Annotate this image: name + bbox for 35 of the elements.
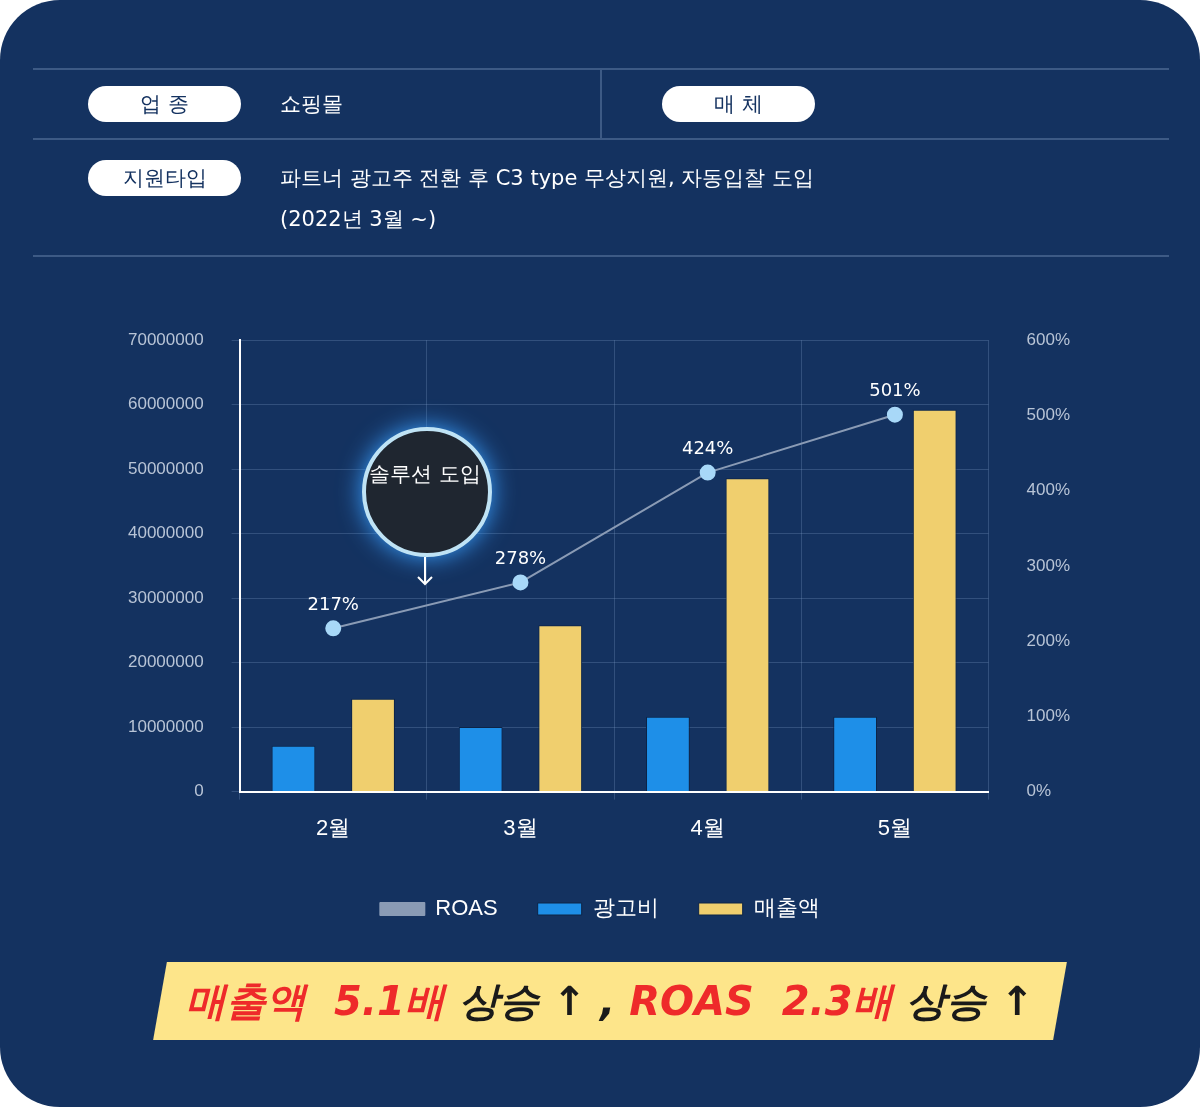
data-label: 424% [681, 437, 734, 459]
y-tick-label: 60000000 [128, 394, 204, 414]
x-tick-label: 2월 [316, 814, 351, 840]
text: 쇼핑몰 [280, 91, 343, 118]
y-tick-label: 50000000 [128, 458, 204, 478]
y2-tick-label: 0% [1026, 781, 1052, 801]
y-tick-label: 20000000 [128, 652, 204, 672]
y2-tick-label: 100% [1026, 706, 1070, 726]
text: 파트너 광고주 전환 후 C3 type 무상지원, 자동입찰 도입 [280, 165, 815, 192]
text: 상승 ↑ [906, 978, 1034, 1024]
y-tick-label: 10000000 [128, 716, 204, 736]
data-label: 217% [307, 593, 359, 615]
text: 지원타입 [88, 160, 241, 196]
legend-label: 매출액 [753, 895, 820, 921]
data-label: 501% [869, 379, 921, 401]
legend-label: 광고비 [592, 895, 659, 921]
y-tick-label: 70000000 [128, 329, 204, 349]
text: 상승 ↑ , [458, 978, 616, 1024]
text: 매 체 [662, 86, 815, 122]
y2-tick-label: 300% [1026, 555, 1070, 575]
y-tick-label: 0 [194, 781, 204, 801]
y-tick-label: 40000000 [128, 523, 204, 543]
y2-tick-label: 500% [1026, 405, 1070, 425]
x-tick-label: 3월 [503, 814, 538, 840]
legend-label: ROAS [435, 895, 498, 921]
y2-tick-label: 400% [1026, 480, 1070, 500]
y-tick-label: 30000000 [128, 587, 204, 607]
x-tick-label: 5월 [877, 814, 913, 840]
y2-tick-label: 600% [1026, 329, 1070, 349]
text: (2022년 3월 ~) [280, 206, 437, 233]
x-tick-label: 4월 [690, 814, 725, 840]
data-label: 278% [494, 547, 547, 569]
text: 업 종 [88, 86, 241, 122]
y2-tick-label: 200% [1026, 630, 1070, 650]
annotation: 솔루션 도입 [368, 461, 482, 488]
